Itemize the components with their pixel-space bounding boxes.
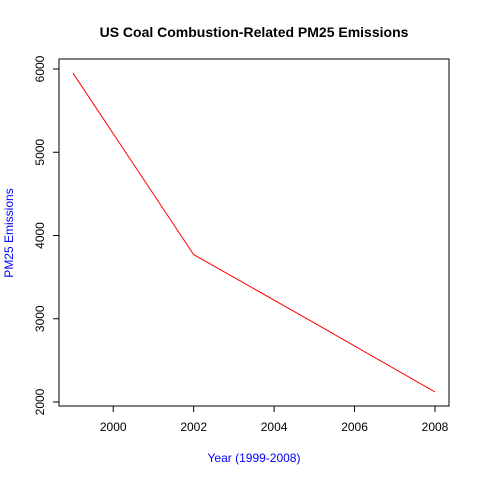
y-tick-label-3: 5000 xyxy=(33,139,47,166)
plot-frame xyxy=(58,58,450,407)
y-tick-label-1: 3000 xyxy=(33,305,47,332)
y-axis: 2000 3000 4000 5000 6000 xyxy=(33,55,59,415)
y-tick-label-4: 6000 xyxy=(33,55,47,82)
y-tick-label-0: 2000 xyxy=(33,388,47,415)
x-tick-label-4: 2008 xyxy=(422,420,449,434)
y-tick-label-2: 4000 xyxy=(33,222,47,249)
x-tick-label-0: 2000 xyxy=(100,420,127,434)
x-tick-label-1: 2002 xyxy=(180,420,207,434)
series-line-0 xyxy=(72,72,436,393)
x-axis-label: Year (1999-2008) xyxy=(208,451,301,465)
x-axis: 2000 2002 2004 2006 2008 xyxy=(100,406,449,434)
y-axis-label: PM25 Emissions xyxy=(2,188,16,277)
series-layer xyxy=(72,72,436,393)
x-tick-label-2: 2004 xyxy=(261,420,288,434)
chart-title: US Coal Combustion-Related PM25 Emission… xyxy=(100,24,409,40)
x-tick-label-3: 2006 xyxy=(341,420,368,434)
